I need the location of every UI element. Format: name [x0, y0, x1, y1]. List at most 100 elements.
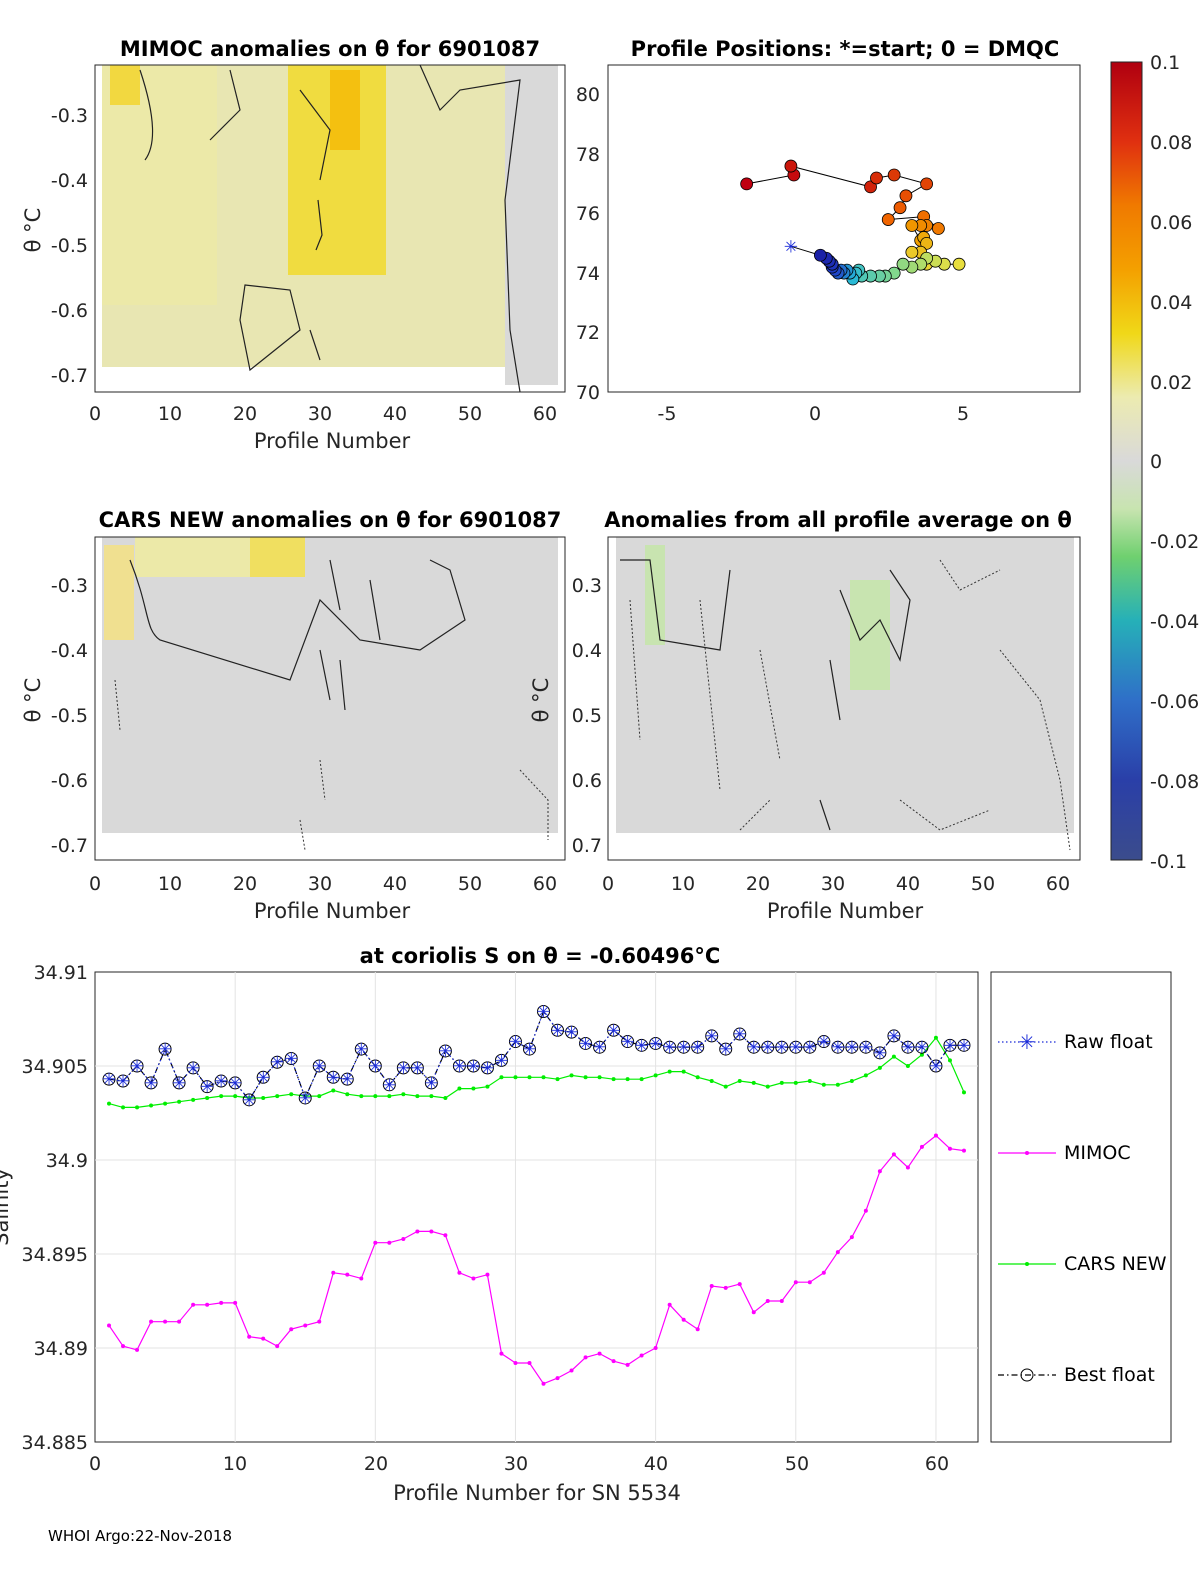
data-point [401, 1092, 406, 1097]
data-point [457, 1086, 462, 1091]
svg-text:34.9: 34.9 [46, 1150, 88, 1172]
data-point [382, 1078, 396, 1092]
svg-text:70: 70 [576, 382, 600, 404]
svg-text:0: 0 [809, 403, 821, 425]
data-point: ✳ [284, 1049, 298, 1069]
data-point: ✳ [606, 1021, 620, 1041]
data-point [191, 1097, 196, 1102]
data-point: ✳ [943, 1036, 957, 1056]
svg-text:20: 20 [233, 873, 257, 895]
allavg-ylabel: θ °C [529, 678, 553, 723]
data-point [845, 1040, 859, 1054]
circle-marker-icon [1020, 1368, 1034, 1382]
data-point: ✳ [410, 1059, 424, 1079]
data-point [583, 1355, 588, 1360]
start-position-marker: ✳ [784, 237, 798, 257]
data-point [611, 1359, 616, 1364]
profile-position-point [893, 201, 907, 215]
svg-text:0: 0 [602, 873, 614, 895]
svg-text:0: 0 [1150, 451, 1162, 473]
data-point [247, 1334, 252, 1339]
svg-text:0: 0 [89, 1453, 101, 1475]
data-point [261, 1095, 266, 1100]
data-point: ✳ [340, 1070, 354, 1090]
svg-text:60: 60 [533, 873, 557, 895]
allavg-contours [620, 559, 911, 831]
profile-position-point [784, 159, 798, 173]
data-point: ✳ [102, 1070, 116, 1090]
data-point: ✳ [873, 1044, 887, 1064]
svg-text:40: 40 [644, 1453, 668, 1475]
svg-text:72: 72 [576, 322, 600, 344]
cars-ylabel: θ °C [21, 678, 45, 723]
svg-text:30: 30 [308, 873, 332, 895]
data-point [957, 1038, 971, 1052]
data-point [779, 1299, 784, 1303]
colorbar-gradient [1110, 61, 1143, 861]
data-point [793, 1080, 798, 1085]
data-point [943, 1038, 957, 1052]
svg-text:40: 40 [896, 873, 920, 895]
data-point: ✳ [270, 1053, 284, 1073]
data-point [326, 1070, 340, 1084]
salinity-axes [94, 971, 979, 1443]
mimoc-axes [94, 64, 566, 393]
profile-position-point [905, 219, 919, 232]
data-point: ✳ [578, 1034, 592, 1054]
data-point [494, 1053, 508, 1067]
data-point [396, 1061, 410, 1075]
data-point: ✳ [733, 1025, 747, 1045]
data-point [779, 1080, 784, 1085]
svg-text:-0.3: -0.3 [51, 105, 88, 127]
svg-text:50: 50 [458, 403, 482, 425]
data-point [499, 1351, 504, 1356]
svg-text:0.5: 0.5 [572, 705, 602, 727]
data-point [877, 1169, 882, 1174]
data-point [793, 1280, 798, 1285]
data-point [635, 1038, 649, 1052]
data-point: ✳ [158, 1040, 172, 1060]
svg-text:-0.6: -0.6 [51, 300, 88, 322]
svg-text:0.02: 0.02 [1150, 372, 1192, 394]
data-point [775, 1040, 789, 1054]
data-point: ✳ [396, 1059, 410, 1079]
data-point [901, 1040, 915, 1054]
data-point [933, 1035, 938, 1040]
svg-text:34.89: 34.89 [34, 1338, 88, 1360]
data-point: ✳ [186, 1059, 200, 1079]
data-point: ✳ [256, 1068, 270, 1088]
data-point [537, 1004, 551, 1018]
data-point: ✳ [536, 1002, 550, 1022]
data-point [751, 1080, 756, 1085]
svg-text:78: 78 [576, 144, 600, 166]
svg-text:Raw float: Raw float [1064, 1031, 1153, 1053]
positions-axes [607, 64, 1081, 393]
data-point [242, 1093, 256, 1107]
allavg-title: Anomalies from all profile average on θ [604, 508, 1072, 532]
svg-text:60: 60 [1046, 873, 1070, 895]
data-point [821, 1082, 826, 1087]
data-point [373, 1240, 378, 1245]
mimoc-xticks: 0 10 20 30 40 50 60 [89, 403, 557, 425]
positions-yticks: 80 78 76 74 72 70 [576, 84, 600, 404]
data-point [597, 1075, 602, 1080]
positions-xticks: -5 0 5 [658, 403, 970, 425]
allavg-field [616, 537, 1074, 833]
data-point [135, 1105, 140, 1110]
svg-text:0.1: 0.1 [1150, 52, 1180, 74]
series-line-raw-float [108, 1010, 964, 1101]
data-point: ✳ [200, 1078, 214, 1098]
data-point [541, 1381, 546, 1386]
data-point [443, 1233, 448, 1238]
svg-text:60: 60 [533, 403, 557, 425]
data-point [947, 1058, 952, 1063]
svg-text:-0.5: -0.5 [51, 235, 88, 257]
data-point [695, 1075, 700, 1080]
salinity-ylabel: Salinity [0, 1168, 13, 1246]
data-point [569, 1368, 574, 1373]
data-point [905, 1064, 910, 1068]
data-point: ✳ [957, 1036, 971, 1056]
data-point: ✳ [761, 1038, 775, 1058]
cars-field [102, 537, 558, 833]
data-point [345, 1272, 350, 1277]
